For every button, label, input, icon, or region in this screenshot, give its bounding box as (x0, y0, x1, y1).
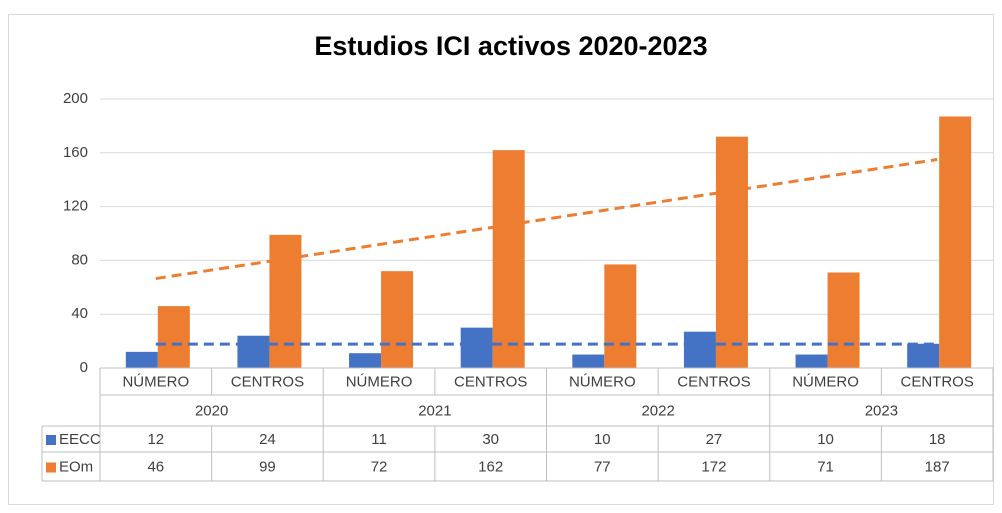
x-tick-label: CENTROS (901, 373, 974, 390)
bar (907, 343, 940, 368)
y-tick-label: 80 (71, 251, 88, 268)
table-value: 71 (817, 458, 834, 475)
bar (125, 351, 158, 368)
legend-key (46, 462, 56, 473)
table-value: 99 (259, 458, 276, 475)
table-value: 10 (594, 431, 611, 448)
y-tick-label: 0 (80, 359, 88, 376)
bar (269, 234, 302, 368)
bar (492, 150, 525, 368)
bar (604, 264, 637, 368)
table-value: 162 (478, 458, 503, 475)
group-label: 2021 (418, 402, 451, 419)
table-value: 187 (925, 458, 950, 475)
chart-title: Estudios ICI activos 2020-2023 (314, 31, 707, 61)
group-label: 2023 (865, 402, 898, 419)
y-tick-label: 200 (63, 90, 88, 107)
bar (795, 354, 828, 368)
x-tick-label: NÚMERO (122, 373, 189, 390)
trendline (155, 158, 938, 281)
x-tick-label: CENTROS (231, 373, 304, 390)
bar (939, 116, 972, 368)
table-value: 24 (259, 431, 276, 448)
bar (237, 335, 270, 368)
legend-key (46, 435, 56, 445)
bar (381, 271, 414, 368)
table-value: 10 (817, 431, 834, 448)
x-tick-label: CENTROS (677, 373, 750, 390)
table-value: 11 (371, 431, 387, 448)
x-tick-label: NÚMERO (346, 373, 413, 390)
table-value: 27 (706, 431, 723, 448)
table-value: 46 (147, 458, 164, 475)
legend-label: EOm (59, 458, 93, 475)
bar (572, 354, 605, 368)
table-value: 18 (929, 431, 946, 448)
y-tick-label: 40 (71, 305, 88, 322)
table-value: 77 (594, 458, 611, 475)
x-tick-label: CENTROS (454, 373, 527, 390)
bar (460, 327, 493, 368)
table-value: 172 (701, 458, 726, 475)
group-label: 2022 (641, 402, 674, 419)
x-tick-label: NÚMERO (792, 373, 859, 390)
y-tick-label: 120 (63, 198, 88, 215)
table-value: 72 (371, 458, 388, 475)
bar (683, 331, 716, 368)
bar (827, 272, 860, 368)
bar (715, 136, 748, 368)
y-tick-label: 160 (63, 144, 88, 161)
table-value: 30 (482, 431, 499, 448)
x-tick-label: NÚMERO (569, 373, 636, 390)
bar (349, 353, 382, 368)
group-label: 2020 (195, 402, 228, 419)
bar (157, 306, 190, 368)
table-value: 12 (147, 431, 164, 448)
legend-label: EECC (59, 431, 101, 448)
